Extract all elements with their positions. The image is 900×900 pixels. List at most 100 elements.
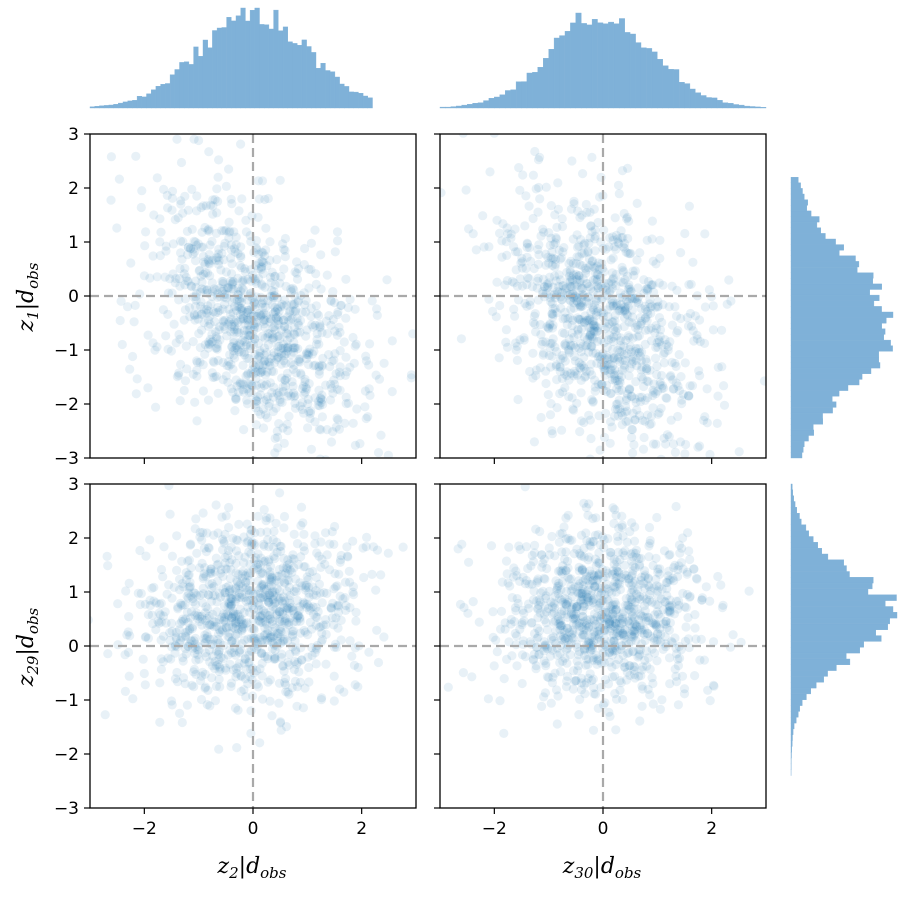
scatter-point bbox=[579, 552, 589, 562]
scatter-point bbox=[331, 422, 341, 432]
scatter-point bbox=[351, 616, 361, 626]
scatter-point bbox=[268, 631, 279, 641]
scatter-point bbox=[517, 618, 527, 628]
scatter-point bbox=[643, 410, 653, 420]
scatter-point bbox=[163, 309, 173, 319]
scatter-point bbox=[549, 608, 559, 618]
scatter-point bbox=[623, 248, 633, 258]
scatter-point bbox=[606, 636, 616, 646]
scatter-point bbox=[541, 182, 551, 192]
y-tick-label: −2 bbox=[54, 745, 79, 765]
scatter-point bbox=[239, 425, 249, 435]
scatter-point bbox=[618, 613, 628, 623]
scatter-point bbox=[314, 310, 324, 321]
scatter-point bbox=[274, 586, 284, 596]
scatter-point bbox=[708, 637, 719, 647]
scatter-point bbox=[203, 685, 213, 696]
scatter-point bbox=[238, 566, 248, 576]
scatter-point bbox=[300, 562, 310, 572]
scatter-point bbox=[211, 617, 221, 628]
scatter-point bbox=[576, 416, 587, 426]
scatter-point bbox=[620, 573, 631, 584]
histogram-bar bbox=[640, 47, 647, 109]
scatter-point bbox=[321, 620, 331, 630]
histogram-bar bbox=[559, 35, 566, 109]
scatter-point bbox=[568, 614, 578, 624]
scatter-point bbox=[256, 367, 266, 377]
histogram-bar bbox=[790, 717, 797, 724]
scatter-point bbox=[259, 319, 269, 329]
scatter-point bbox=[611, 244, 621, 254]
scatter-point bbox=[207, 291, 217, 302]
scatter-point bbox=[578, 587, 588, 597]
scatter-point bbox=[584, 654, 594, 664]
scatter-point bbox=[278, 343, 288, 353]
scatter-point bbox=[307, 650, 317, 661]
scatter-point bbox=[302, 384, 312, 394]
scatter-point bbox=[218, 545, 228, 555]
scatter-point bbox=[640, 301, 650, 311]
scatter-point bbox=[599, 308, 609, 318]
scatter-point bbox=[267, 572, 277, 582]
scatter-point bbox=[522, 301, 532, 311]
scatter-point bbox=[688, 257, 698, 267]
scatter-point bbox=[489, 134, 499, 138]
scatter-point bbox=[325, 565, 335, 575]
scatter-point bbox=[570, 356, 580, 366]
scatter-point bbox=[611, 581, 621, 592]
scatter-point bbox=[280, 617, 290, 627]
scatter-point bbox=[560, 554, 570, 565]
scatter-point bbox=[213, 659, 223, 670]
scatter-point bbox=[264, 398, 275, 408]
histogram-bar bbox=[790, 300, 875, 307]
scatter-point bbox=[281, 722, 292, 732]
scatter-point bbox=[673, 565, 683, 575]
scatter-point bbox=[234, 658, 244, 669]
scatter-point bbox=[202, 304, 212, 315]
scatter-point bbox=[672, 328, 682, 338]
scatter-point bbox=[334, 424, 344, 434]
scatter-point bbox=[177, 616, 187, 627]
scatter-point bbox=[177, 579, 187, 589]
scatter-point bbox=[627, 607, 637, 617]
scatter-point bbox=[220, 238, 230, 248]
scatter-point bbox=[581, 265, 591, 275]
scatter-point bbox=[647, 673, 657, 683]
scatter-point bbox=[182, 700, 192, 710]
scatter-point bbox=[574, 588, 584, 599]
scatter-point bbox=[604, 617, 614, 627]
scatter-point bbox=[671, 671, 681, 681]
scatter-point bbox=[584, 637, 594, 647]
scatter-point bbox=[258, 331, 268, 341]
scatter-point bbox=[293, 263, 304, 274]
scatter-point bbox=[269, 321, 279, 332]
scatter-point bbox=[269, 551, 279, 561]
scatter-point bbox=[315, 460, 324, 469]
scatter-point bbox=[214, 646, 224, 656]
scatter-point bbox=[176, 196, 186, 206]
scatter-point bbox=[321, 528, 331, 538]
scatter-point bbox=[562, 600, 572, 610]
scatter-point bbox=[671, 378, 681, 388]
scatter-point bbox=[275, 718, 286, 728]
scatter-point bbox=[589, 326, 600, 336]
scatter-point bbox=[677, 399, 687, 409]
scatter-point bbox=[614, 189, 624, 199]
scatter-point bbox=[576, 300, 586, 311]
scatter-point bbox=[135, 289, 145, 299]
scatter-point bbox=[200, 259, 210, 269]
scatter-point bbox=[288, 300, 298, 310]
scatter-point bbox=[192, 309, 202, 320]
scatter-point bbox=[274, 341, 284, 351]
scatter-point bbox=[512, 341, 522, 351]
x-axis-label-right: z30|dobs bbox=[562, 854, 642, 882]
scatter-point bbox=[607, 645, 618, 655]
scatter-point bbox=[300, 387, 310, 397]
scatter-point bbox=[293, 559, 303, 570]
scatter-point bbox=[584, 298, 594, 309]
scatter-point bbox=[232, 381, 242, 391]
scatter-point bbox=[260, 194, 270, 205]
scatter-point bbox=[226, 314, 236, 324]
scatter-point bbox=[286, 391, 296, 401]
scatter-point bbox=[165, 635, 175, 646]
